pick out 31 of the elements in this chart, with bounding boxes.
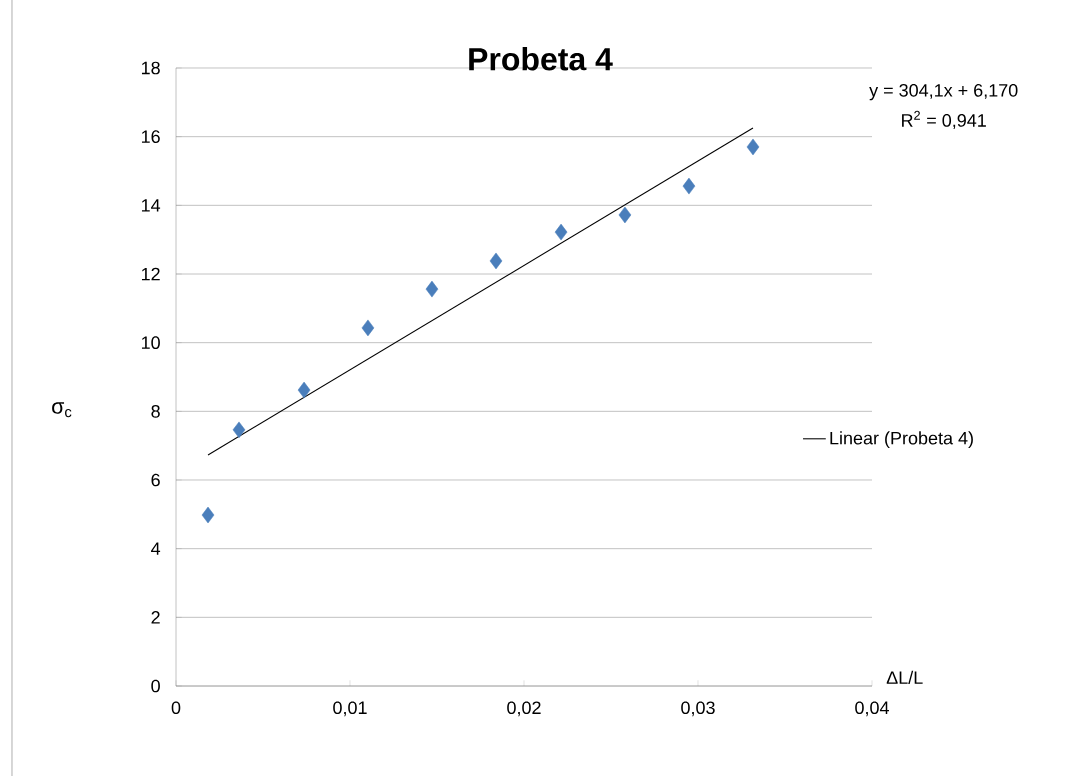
annotation: y = 304,1x + 6,170 [869, 83, 1018, 101]
legend-label: Linear (Probeta 4) [830, 431, 973, 449]
point [489, 252, 503, 270]
point [554, 223, 568, 241]
y-axis-title: σ$_{c}$ [52, 402, 72, 418]
y-tick-label: 8 [151, 404, 160, 418]
point [425, 280, 439, 298]
x-tick-label: 0 [171, 701, 181, 715]
y-tick-label: 10 [141, 336, 160, 350]
y-tick-label: 16 [141, 130, 160, 144]
y-tick-label: 12 [141, 267, 160, 281]
point [201, 506, 215, 524]
point [618, 206, 632, 224]
point [232, 421, 246, 439]
point [361, 319, 375, 337]
x-tick-label: 0,02 [507, 701, 541, 717]
point [746, 138, 760, 156]
x-tick-label: 0,03 [681, 701, 715, 717]
chart-title: Probeta 4 [469, 46, 613, 71]
y-tick-label: 2 [151, 611, 160, 624]
point [297, 381, 311, 399]
text: R$^{2}$ = 0,941 [902, 110, 986, 129]
point [682, 177, 696, 195]
y-tick-label: 0 [151, 679, 160, 693]
x-axis-title: ΔL/L [886, 670, 923, 684]
y-tick-label: 4 [151, 542, 161, 555]
y-tick-label: 6 [151, 473, 160, 487]
y-tick-label: 18 [141, 61, 160, 75]
y-tick-label: 14 [141, 199, 161, 212]
x-tick-label: 0,04 [855, 701, 889, 717]
x-tick-label: 0,01 [333, 701, 367, 717]
